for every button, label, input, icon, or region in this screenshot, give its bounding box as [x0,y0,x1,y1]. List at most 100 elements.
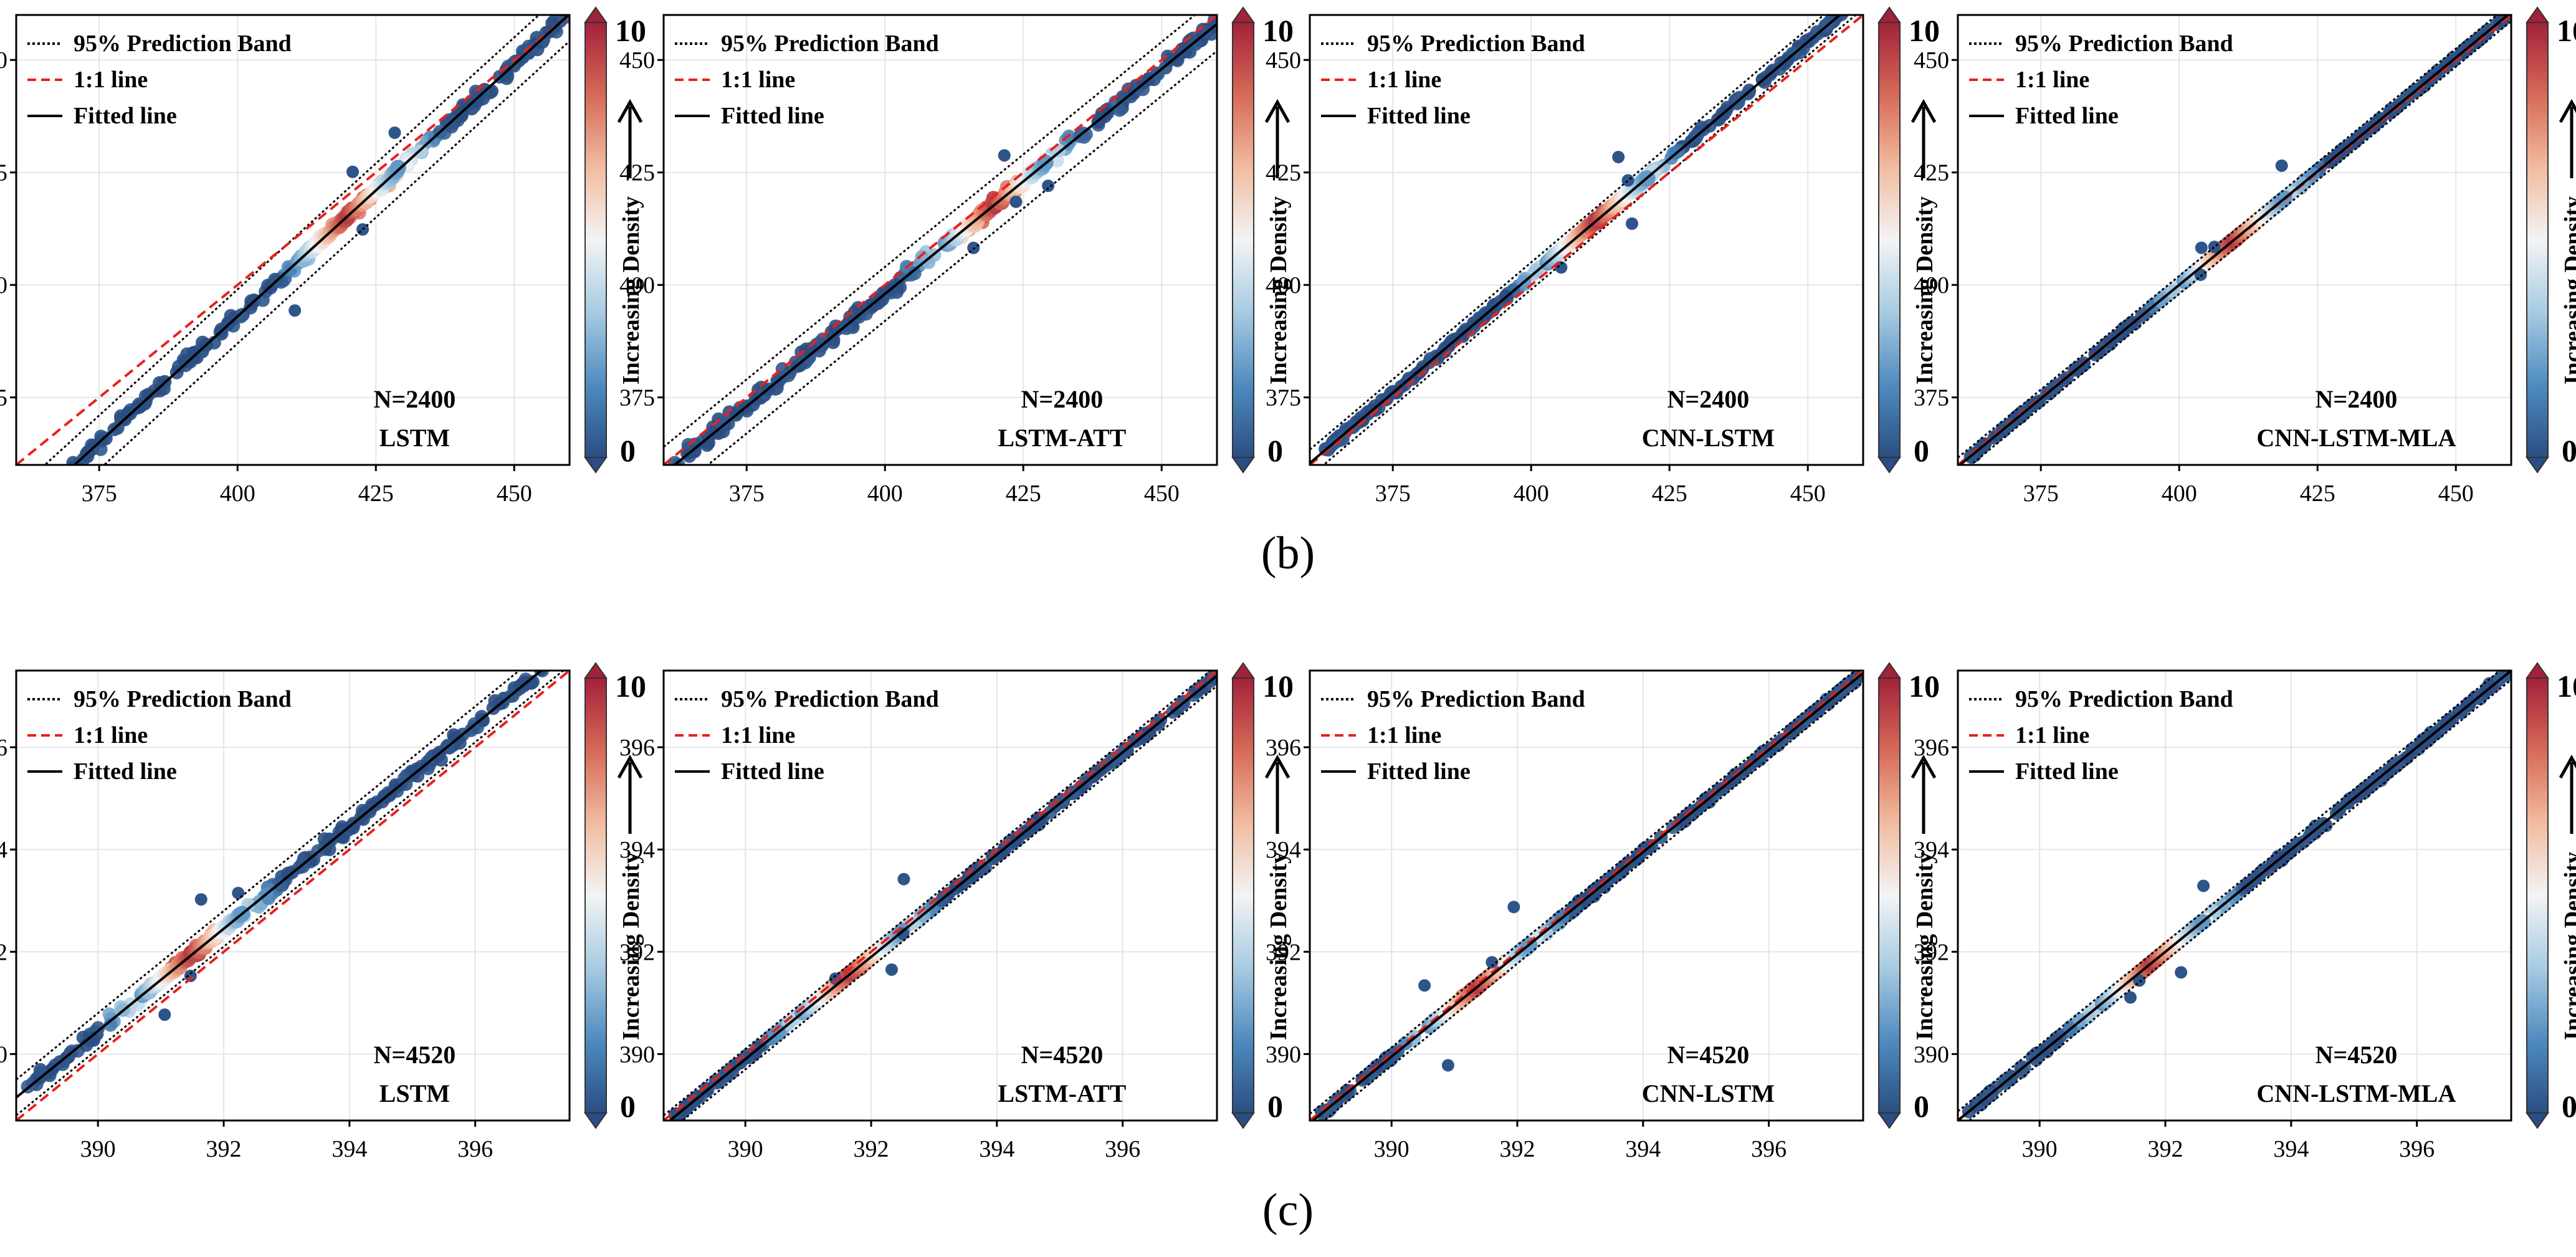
data-point [397,772,411,786]
panel-c-lstm: 390 392 394 396 390 392 394 396 95% Prediction B… [0,651,646,1162]
legend: 95% Prediction Band 1:1 line Fitted line [675,31,939,129]
outlier-point [998,149,1011,162]
colorbar-top-cap [1231,6,1255,23]
x-tick-label: 390 [80,1136,116,1162]
colorbar-min-label: 0 [1914,433,1929,468]
legend-one-to-one-label: 1:1 line [721,722,795,748]
density-arrow-icon [1264,98,1290,123]
outlier-point [897,872,910,886]
legend: 95% Prediction Band 1:1 line Fitted line [1969,686,2233,785]
panel-b-lstm: 375 400 425 450 375 400 425 450 95% Prediction B… [0,6,646,519]
y-tick-label: 425 [0,160,7,186]
plot-area [664,15,1217,465]
y-tick-label: 375 [619,385,655,411]
legend-band-label: 95% Prediction Band [721,31,939,57]
colorbar: 10 0 Increasing Density [1877,6,1940,474]
colorbar-title: Increasing Density [618,852,644,1040]
outlier-point [2124,991,2137,1004]
plot-frame [1309,669,1864,1122]
plot-frame [1309,14,1864,466]
caption-c: (c) [1262,1185,1314,1236]
one-to-one-line [664,671,1217,1121]
y-tick-label: 450 [0,47,7,74]
y-tick-label: 400 [0,272,7,299]
colorbar-gradient [1233,678,1254,1113]
data-point [41,480,55,494]
data-point [234,309,248,323]
legend-one-to-one-label: 1:1 line [721,67,795,93]
colorbar-bottom-cap [1231,1112,1255,1129]
legend-fitted-label: Fitted line [2015,103,2119,129]
data-point [839,321,854,335]
density-arrow-icon [2559,98,2576,123]
model-label: CNN-LSTM-MLA [2256,424,2456,452]
data-point [1842,1,1856,14]
colorbar-min-label: 0 [1267,1089,1283,1124]
y-tick-label: 392 [1266,939,1301,965]
legend-one-to-one-label: 1:1 line [74,67,148,93]
data-point [152,376,166,390]
x-tick-label: 400 [1514,480,1549,507]
data-point [389,160,406,176]
outlier-point [2175,966,2188,979]
x-tick-label: 375 [1375,480,1411,507]
colorbar-max-label: 10 [2557,669,2576,704]
data-point [922,255,936,269]
y-tick-label: 392 [619,939,655,965]
colorbar-min-label: 0 [2562,1089,2576,1124]
colorbar-min-label: 0 [2562,433,2576,468]
legend-band-label: 95% Prediction Band [74,31,292,57]
y-tick-label: 392 [1914,939,1949,965]
grid [1310,671,1863,1121]
colorbar-title: Increasing Density [2560,852,2576,1040]
legend-one-to-one-label: 1:1 line [2015,67,2089,93]
y-tick-label: 450 [1914,47,1949,74]
colorbar-max-label: 10 [615,13,646,48]
legend-fitted-label: Fitted line [1367,758,1471,785]
legend-band-label: 95% Prediction Band [2015,686,2233,712]
fitted-line [16,671,543,1099]
colorbar-bottom-cap [2526,1112,2549,1129]
legend-fitted-label: Fitted line [721,103,824,129]
y-tick-label: 390 [619,1041,655,1068]
data-point [27,495,41,509]
n-label: N=4520 [374,1041,456,1069]
data-point [668,1107,682,1121]
one-to-one-line [664,15,1217,465]
data-point [22,505,36,519]
data-point [553,651,566,665]
band-lower-line [1967,679,2511,1121]
legend: 95% Prediction Band 1:1 line Fitted line [1969,31,2233,129]
colorbar-bottom-cap [584,457,608,474]
colorbar-frame [2526,22,2549,458]
data-point [54,470,67,484]
outlier-point [897,927,910,940]
y-tick-label: 425 [1266,160,1301,186]
colorbar-title: Increasing Density [1266,196,1292,385]
band-lower-line [16,671,565,1116]
outlier-point [2195,241,2208,254]
data-point [551,652,565,666]
x-tick-label: 394 [1625,1136,1661,1162]
x-tick-label: 396 [1105,1136,1140,1162]
data-point [1777,57,1791,71]
data-point [255,293,270,307]
plot-area [664,671,1217,1121]
outlier-point [2275,159,2288,172]
data-point [103,1018,118,1032]
colorbar-frame [2526,677,2549,1114]
data-point [26,493,39,507]
legend-one-to-one-label: 1:1 line [74,722,148,748]
colorbar: 10 0 Increasing Density [2526,662,2576,1129]
grid [1310,15,1863,465]
n-label: N=2400 [1021,385,1104,413]
fitted-line [1958,671,2511,1121]
colorbar-frame [1232,22,1254,458]
legend-band-label: 95% Prediction Band [1367,686,1585,712]
legend-fitted-label: Fitted line [2015,758,2119,785]
legend-band-label: 95% Prediction Band [2015,31,2233,57]
density-arrow-icon [1264,754,1290,779]
plot-frame [1957,669,2512,1122]
grid [16,15,570,465]
